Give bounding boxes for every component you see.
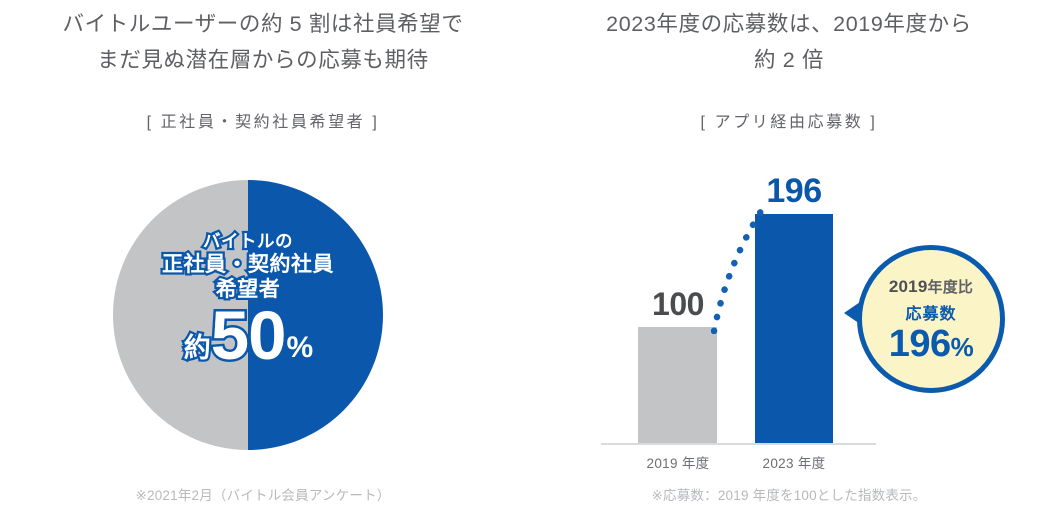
callout-year-suffix: 年度比 [927,278,974,296]
bar-chart-baseline [601,443,876,445]
left-section-label: [ 正社員・契約社員希望者 ] [146,114,380,131]
callout-value-number: 196 [888,322,951,365]
left-panel: バイトルユーザーの約 5 割は社員希望で まだ見ぬ潜在層からの応募も期待 [ 正… [62,12,464,503]
callout-percent-sign: % [950,331,974,362]
right-panel: 2023年度の応募数は、2019年度から 約 2 倍 [ アプリ経由応募数 ] … [526,0,1052,514]
right-headline-line-2: 約 2 倍 [754,48,824,72]
pie-slice-fulltime-hopeful [248,180,383,450]
callout-value: 196% [889,325,974,363]
callout-line-1: 2019年度比 [889,276,973,297]
left-footnote: ※2021年2月（バイトル会員アンケート） [135,488,391,503]
right-headline-line-1: 2023年度の応募数は、2019年度から [606,12,972,36]
callout-year: 2019 [888,276,928,296]
left-headline-line-2: まだ見ぬ潜在層からの応募も期待 [97,48,429,72]
growth-dotted-connector [711,204,767,334]
pie-chart: バイトルの 正社員・契約社員 希望者 約 50 % [113,180,383,450]
callout-bubble: 2019年度比 応募数 196% [857,245,1005,393]
callout-line-2: 応募数 [905,305,957,323]
pie-circle [113,180,383,450]
bar-chart: 100 196 2019 年度 2023 年度 2019年度比 応募数 196% [526,0,1052,514]
bar-tick-label-2023: 2023 年度 [762,456,826,471]
left-headline-line-1: バイトルユーザーの約 5 割は社員希望で [62,12,464,36]
bar-2023 [755,214,833,443]
pie-slice-other [113,180,248,450]
bar-value-2019: 100 [652,286,704,322]
right-footnote: ※応募数：2019 年度を100とした指数表示。 [651,488,927,503]
bar-tick-label-2019: 2019 年度 [646,456,710,471]
bar-value-2023: 196 [766,172,822,210]
bar-2019 [638,327,717,443]
right-section-label: [ アプリ経由応募数 ] [700,114,878,131]
